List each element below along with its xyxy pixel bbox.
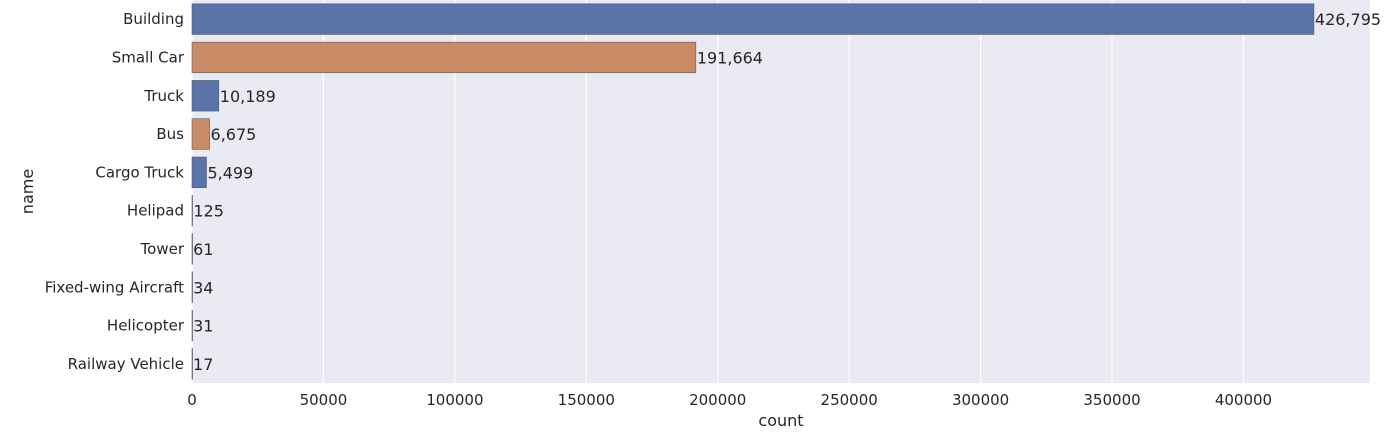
data-labels: 426,795 191,664 10,189 6,675 5,499 125 61 34 31 1…	[193, 10, 1381, 374]
x-tick-label: 250000	[821, 391, 878, 409]
y-tick-labels: Building Small Car Truck Bus Cargo Truck Heli…	[45, 10, 185, 373]
y-tick-label: Bus	[156, 125, 184, 143]
x-axis-title: count	[758, 411, 803, 430]
data-label: 426,795	[1315, 10, 1381, 29]
y-tick-label: Tower	[140, 240, 185, 258]
bar	[191, 309, 193, 342]
x-tick-label: 150000	[558, 391, 615, 409]
x-tick-label: 100000	[426, 391, 483, 409]
bar	[191, 80, 220, 112]
bar	[191, 271, 193, 303]
bar	[191, 195, 193, 227]
x-tick-label: 350000	[1083, 391, 1140, 409]
y-tick-label: Fixed-wing Aircraft	[45, 278, 184, 296]
data-label: 6,675	[211, 125, 257, 144]
y-tick-label: Cargo Truck	[95, 163, 184, 181]
y-tick-label: Truck	[143, 87, 184, 105]
data-label: 5,499	[207, 163, 253, 182]
data-label: 61	[193, 240, 213, 259]
bar	[191, 3, 1315, 35]
bar	[191, 156, 207, 188]
y-tick-label: Helipad	[127, 202, 184, 220]
x-tick-labels: 0 50000 100000 150000 200000 250000 300000 3500…	[187, 391, 1272, 409]
y-tick-label: Helicopter	[107, 317, 185, 335]
data-label: 125	[193, 202, 224, 221]
data-label: 10,189	[220, 87, 276, 106]
y-tick-label: Railway Vehicle	[68, 355, 184, 373]
y-axis-title: name	[18, 169, 37, 214]
bar	[191, 233, 193, 265]
x-tick-label: 50000	[300, 391, 348, 409]
x-tick-label: 400000	[1215, 391, 1272, 409]
x-tick-label: 300000	[952, 391, 1009, 409]
data-label: 17	[193, 355, 213, 374]
bar	[191, 118, 210, 150]
data-label: 31	[193, 317, 213, 336]
y-tick-label: Small Car	[112, 48, 185, 66]
y-tick-label: Building	[123, 10, 184, 28]
data-label: 191,664	[697, 48, 763, 67]
bars	[191, 3, 1315, 380]
x-tick-label: 0	[187, 391, 197, 409]
bar	[191, 41, 697, 74]
data-label: 34	[193, 278, 213, 297]
x-tick-label: 200000	[689, 391, 746, 409]
bar	[191, 348, 193, 380]
